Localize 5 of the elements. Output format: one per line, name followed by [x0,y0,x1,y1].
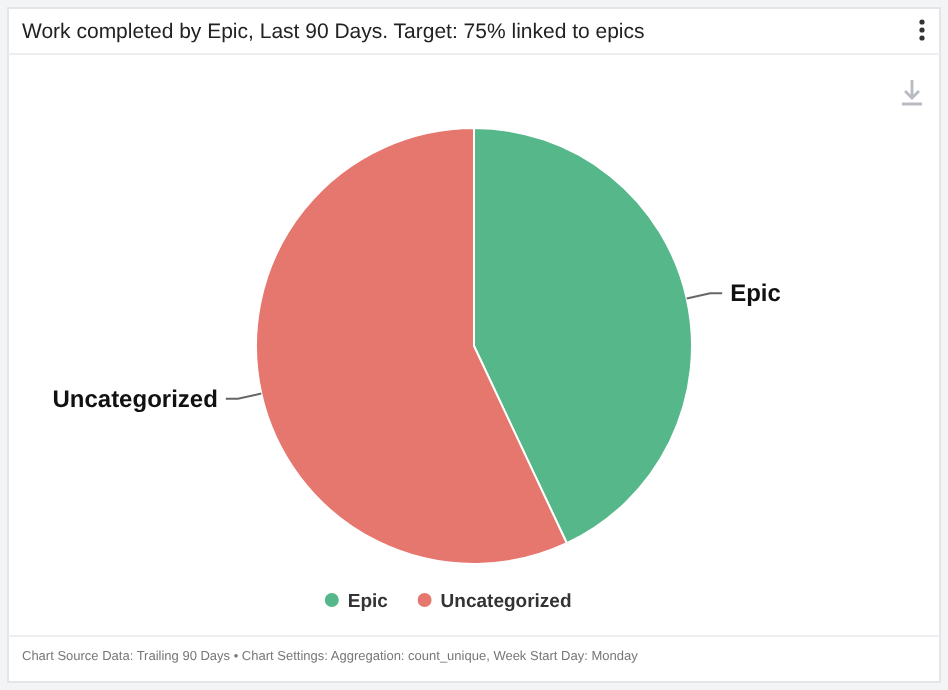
legend-label: Epic [347,591,388,613]
slice-label: Epic [730,279,782,308]
legend-label: Uncategorized [440,591,572,613]
slice-label: Uncategorized [52,384,218,413]
chart-title: Work completed by Epic, Last 90 Days. Target: 75% linked to epics [22,20,645,44]
